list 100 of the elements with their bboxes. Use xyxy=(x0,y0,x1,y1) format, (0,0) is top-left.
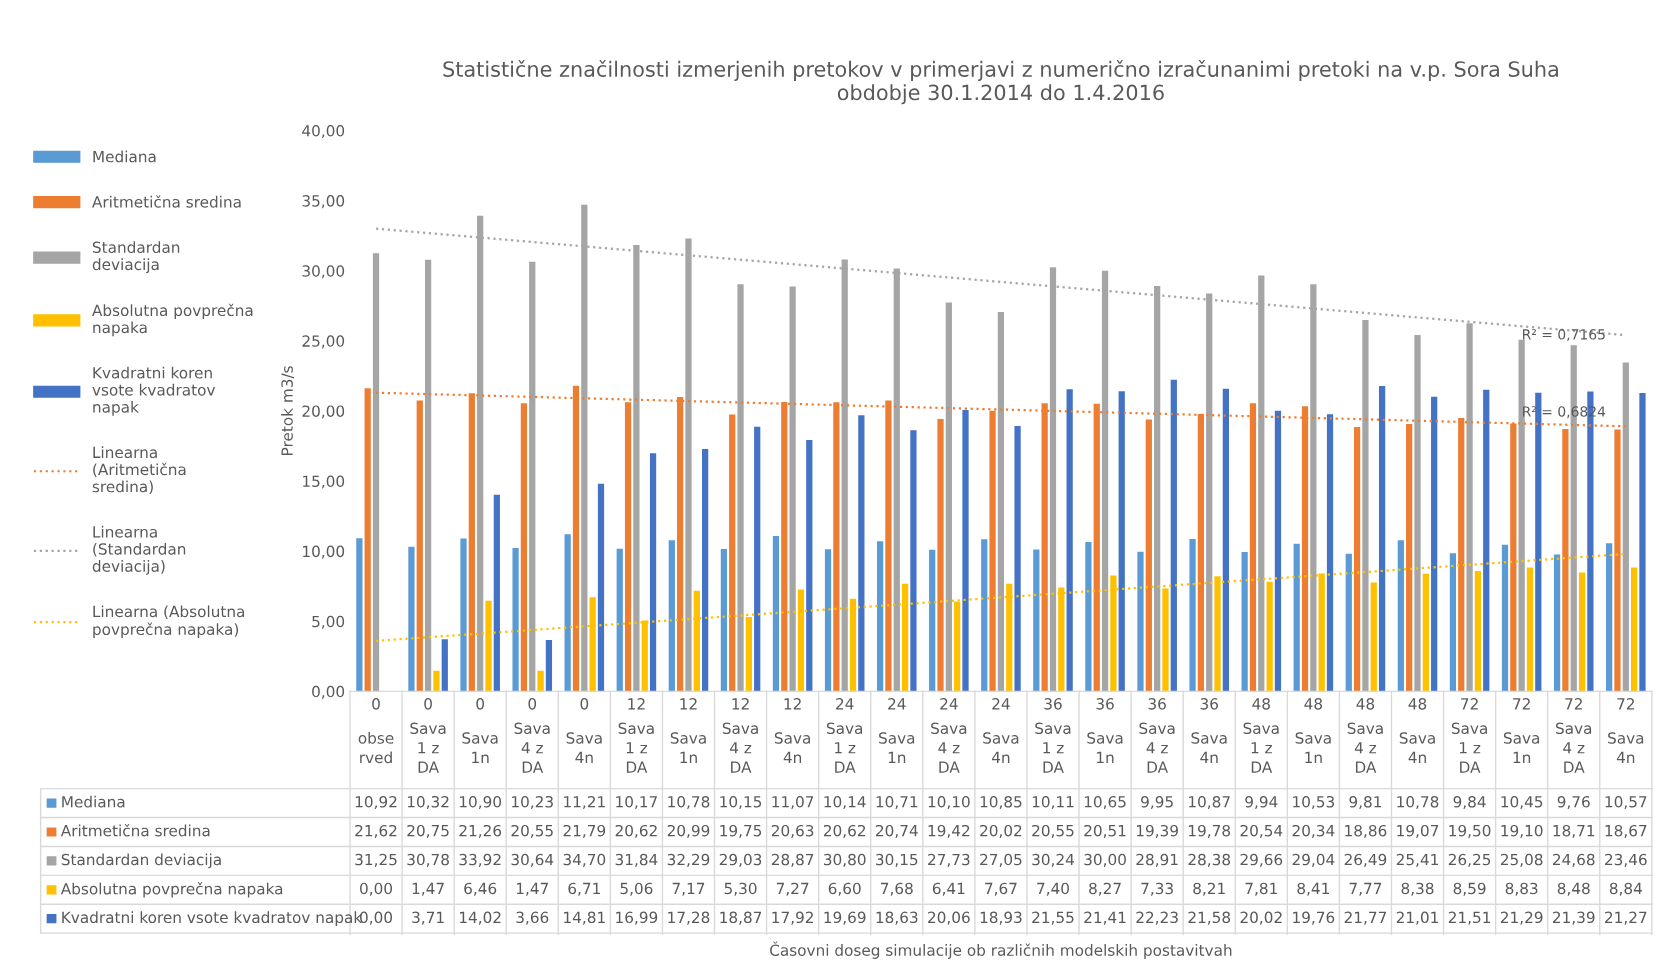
data-label: 27,05 xyxy=(980,853,1022,867)
data-label: 18,63 xyxy=(876,911,918,925)
data-label: 17,28 xyxy=(668,911,710,925)
data-label: 18,87 xyxy=(720,911,762,925)
bar xyxy=(1501,544,1509,692)
data-label: 20,55 xyxy=(511,824,553,838)
data-label: 28,38 xyxy=(1188,853,1231,867)
data-label: 8,41 xyxy=(1297,882,1329,896)
category-label: 24 Sava 4n xyxy=(983,698,1019,763)
data-label: 21,39 xyxy=(1552,911,1595,925)
bar xyxy=(512,547,519,692)
data-label: 26,49 xyxy=(1344,853,1387,867)
data-label: 28,87 xyxy=(771,853,814,867)
data-label: 9,94 xyxy=(1245,795,1278,810)
bar xyxy=(1606,543,1613,692)
data-label: 10,90 xyxy=(459,795,502,810)
data-label: 9,76 xyxy=(1557,795,1590,810)
data-label: 24,68 xyxy=(1552,853,1595,867)
data-label: 20,02 xyxy=(1240,911,1282,925)
y-tick-label: 35,00 xyxy=(302,195,345,209)
data-label: 21,41 xyxy=(1084,911,1126,925)
bar xyxy=(1362,319,1369,692)
data-label: 1,47 xyxy=(412,882,444,896)
bar xyxy=(1562,429,1569,692)
y-tick-label: 10,00 xyxy=(303,545,345,559)
bar xyxy=(1145,419,1152,692)
data-label: 20,75 xyxy=(407,824,449,838)
data-label: 19,75 xyxy=(720,824,762,838)
bar xyxy=(720,549,728,692)
data-label: 20,62 xyxy=(615,824,657,838)
data-label: 20,99 xyxy=(667,824,710,838)
category-label: 0 Sava 1n xyxy=(462,698,498,763)
data-label: 29,04 xyxy=(1292,853,1335,867)
bar xyxy=(1578,572,1586,692)
bar xyxy=(729,414,736,692)
data-label: 10,85 xyxy=(980,795,1022,810)
bar xyxy=(737,284,744,692)
data-label: 19,07 xyxy=(1397,824,1439,838)
x-tick-label: 24 Sava 1 z DA xyxy=(826,698,863,773)
bar xyxy=(910,430,917,692)
data-label: 21,27 xyxy=(1605,911,1647,925)
bar xyxy=(772,536,780,692)
data-label: 8,27 xyxy=(1089,882,1121,896)
bar xyxy=(1406,423,1413,692)
bar xyxy=(858,415,865,692)
bar xyxy=(1431,396,1438,692)
x-tick-label: 48 Sava 4 z DA xyxy=(1347,698,1383,773)
x-tick-label: 36 Sava 4 z DA xyxy=(1139,698,1175,773)
category-label: 72 Sava 4n xyxy=(1608,698,1644,763)
data-label: 26,25 xyxy=(1448,853,1491,867)
annotation: R² = 0,7165 xyxy=(1523,329,1605,342)
data-label: 19,78 xyxy=(1189,824,1231,838)
data-label: 7,17 xyxy=(672,882,705,896)
bar xyxy=(408,546,415,692)
data-label: 20,63 xyxy=(771,824,814,838)
text: Kvadratni koren vsote kvadratov napak xyxy=(62,911,363,927)
data-label: 3,66 xyxy=(516,911,549,925)
data-label: 30,15 xyxy=(876,853,918,867)
data-label: 32,29 xyxy=(667,853,710,867)
data-label: 20,54 xyxy=(1240,824,1283,838)
data-label: 11,07 xyxy=(772,795,814,810)
data-label: 10,23 xyxy=(512,795,553,810)
bar xyxy=(1474,570,1482,692)
data-label: 19,69 xyxy=(824,911,866,925)
data-label: 0,00 xyxy=(360,882,393,896)
data-label: 10,32 xyxy=(407,795,449,810)
data-label: 5,06 xyxy=(620,882,653,896)
bar xyxy=(937,419,944,692)
bar xyxy=(460,538,467,692)
bar xyxy=(1066,389,1073,692)
legend-label: Mediana xyxy=(62,795,125,808)
text: Aritmetična sredina xyxy=(92,195,241,208)
data-label: 30,64 xyxy=(511,853,554,867)
bar xyxy=(1535,392,1542,692)
x-tick-label: 12 Sava 4 z DA xyxy=(722,698,758,773)
data-label: 21,79 xyxy=(563,824,606,838)
data-label: 19,39 xyxy=(1136,824,1178,838)
bar xyxy=(668,540,675,692)
data-label: 14,02 xyxy=(459,911,501,925)
data-label: 10,14 xyxy=(824,795,866,810)
data-label: 20,34 xyxy=(1292,824,1335,838)
bar xyxy=(962,410,969,692)
bar xyxy=(564,534,571,692)
data-label: 18,86 xyxy=(1345,824,1387,838)
bar xyxy=(649,453,657,692)
x-tick-label: 0 Sava 4 z DA xyxy=(514,698,550,773)
data-label: 17,92 xyxy=(772,911,813,925)
bar xyxy=(1118,391,1125,692)
bar xyxy=(997,312,1005,692)
data-label: 18,93 xyxy=(980,911,1022,925)
bar xyxy=(493,494,500,692)
bar xyxy=(537,670,544,692)
bar xyxy=(876,541,884,692)
bar xyxy=(1553,554,1561,692)
bar xyxy=(1266,581,1273,692)
data-label: 10,78 xyxy=(1397,795,1439,810)
y-tick-label: 25,00 xyxy=(302,335,345,349)
y-tick-label: 5,00 xyxy=(312,615,345,629)
x-tick-label: 72 Sava 4 z DA xyxy=(1556,698,1592,773)
data-label: 7,77 xyxy=(1349,882,1382,896)
